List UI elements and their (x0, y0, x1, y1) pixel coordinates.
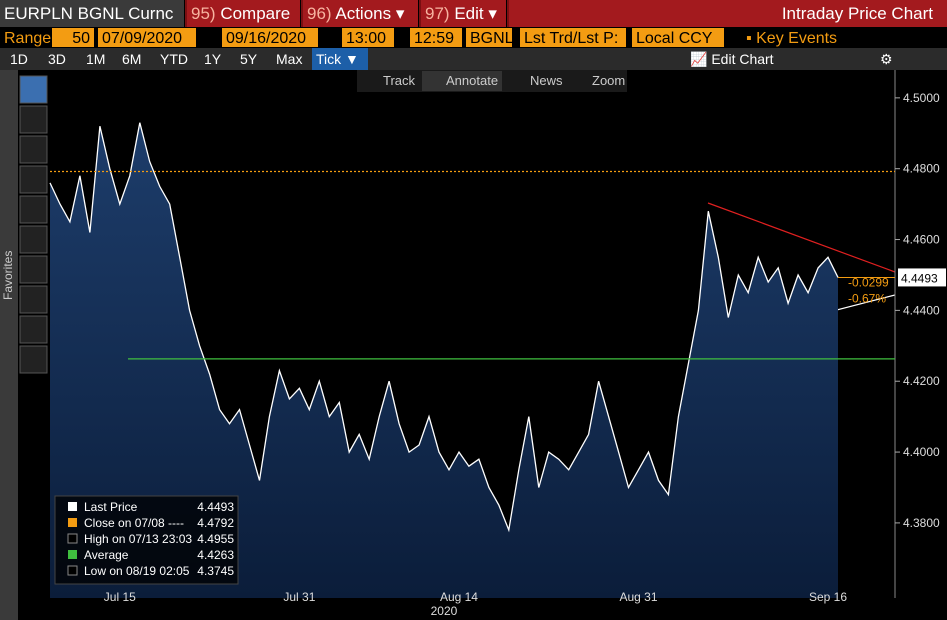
legend-label: Last Price (84, 500, 138, 514)
menu-label: Edit ▾ (454, 4, 497, 23)
menu-label: Compare (220, 4, 291, 23)
period-button[interactable]: 3D (48, 51, 66, 67)
change-pct-label: -0.67% (848, 291, 886, 305)
legend-bg (54, 495, 239, 585)
legend-value: 4.4792 (197, 516, 234, 530)
menu-num: 95) (191, 4, 216, 23)
tool-button[interactable]: News (530, 73, 563, 88)
period-bar: 1D 3D 1M 6M YTD 1Y 5Y Max Tick ▼ 📈 Edit Chart ⚙ (0, 48, 947, 70)
x-axis-label: 2020 (431, 604, 458, 618)
tool-button[interactable]: Track (383, 73, 416, 88)
tool-icon[interactable] (19, 165, 48, 194)
settings-bar: Range 50 07/09/2020 09/16/2020 13:00 12:… (0, 27, 947, 48)
tool-icon[interactable] (19, 225, 48, 254)
window-title: Intraday Price Chart (509, 0, 947, 27)
menu-num: 97) (425, 4, 450, 23)
start-date[interactable]: 07/09/2020 (98, 28, 196, 47)
settings-icon[interactable]: ⚙ (880, 51, 893, 67)
y-tick-label: 4.5000 (903, 91, 940, 105)
start-time[interactable]: 13:00 (342, 28, 394, 47)
key-events[interactable]: ▪ Key Events (746, 30, 838, 47)
menu-button[interactable]: 95) Compare (187, 0, 301, 27)
legend-label: Low on 08/19 02:05 (84, 564, 190, 578)
period-button[interactable]: YTD (160, 51, 188, 67)
tool-icon[interactable] (19, 195, 48, 224)
legend-label: High on 07/13 23:03 (84, 532, 192, 546)
x-tick-label: Aug 31 (619, 590, 657, 604)
y-tick-label: 4.4000 (903, 445, 940, 459)
x-tick-label: Sep 16 (809, 590, 847, 604)
field-select[interactable]: Lst Trd/Lst P: (520, 28, 626, 47)
y-tick-label: 4.4800 (903, 162, 940, 176)
tool-icon[interactable] (19, 315, 48, 344)
y-tick-label: 4.4200 (903, 374, 940, 388)
tool-button[interactable]: Zoom (592, 73, 625, 88)
menu-button[interactable]: 96) Actions ▾ (303, 0, 419, 27)
price-line (49, 122, 839, 533)
legend-swatch (68, 518, 77, 527)
price-area (50, 122, 838, 598)
legend-value: 4.4493 (197, 500, 234, 514)
period-button[interactable]: 1D (10, 51, 28, 67)
x-tick-label: Jul 15 (104, 590, 136, 604)
last-price-label: 4.4493 (901, 271, 938, 285)
key-events-label: Key Events (756, 30, 838, 47)
source-field[interactable]: BGNL (466, 28, 514, 47)
chart: Favorites Track Annotate News Zoom 4.3800 4.… (0, 70, 946, 620)
end-date[interactable]: 09/16/2020 (222, 28, 318, 47)
favorites-label: Favorites (1, 251, 15, 300)
title-bar: EURPLN BGNL Curnc 95) Compare 96) Action… (0, 0, 947, 27)
x-tick-label: Jul 31 (283, 590, 315, 604)
menu-num: 96) (307, 4, 332, 23)
currency-select[interactable]: Local CCY (632, 28, 724, 47)
tool-icon[interactable] (19, 255, 48, 284)
y-tick-label: 4.4400 (903, 303, 940, 317)
legend-label: Average (84, 548, 129, 562)
legend-label: Close on 07/08 ---- (84, 516, 184, 530)
legend-swatch (67, 533, 78, 544)
legend-value: 4.4263 (197, 548, 234, 562)
edit-chart-label: Edit Chart (711, 51, 774, 67)
ticker-field[interactable]: EURPLN BGNL Curnc (0, 0, 185, 27)
legend-value: 4.4955 (197, 532, 234, 546)
range-field[interactable]: 50 (52, 28, 94, 47)
chart-tools: Track Annotate News Zoom (357, 70, 627, 92)
tick-mode[interactable]: Tick ▼ (312, 48, 368, 70)
legend-swatch (68, 550, 77, 559)
legend-value: 4.3745 (197, 564, 234, 578)
drawing-tools (19, 75, 48, 374)
side-strip (0, 70, 18, 620)
last-price-box (898, 268, 946, 287)
period-button[interactable]: 1Y (204, 51, 222, 67)
range-label: Range (4, 30, 52, 47)
period-button[interactable]: 5Y (240, 51, 258, 67)
tool-button[interactable]: Annotate (446, 73, 498, 88)
legend: Last Price 4.4493 Close on 07/08 ---- 4.479… (54, 495, 239, 585)
end-time[interactable]: 12:59 (410, 28, 462, 47)
trend-line (707, 202, 896, 273)
period-button[interactable]: 1M (86, 51, 106, 67)
tool-active (422, 71, 502, 91)
tool-icon[interactable] (19, 135, 48, 164)
legend-swatch (68, 502, 77, 511)
x-tick-label: Aug 14 (440, 590, 478, 604)
tool-icon[interactable] (19, 105, 48, 134)
tool-icon[interactable] (19, 345, 48, 374)
legend-swatch (67, 565, 78, 576)
change-label: -0.0299 (848, 275, 889, 289)
y-tick-label: 4.3800 (903, 516, 940, 530)
period-button[interactable]: Max (276, 51, 303, 67)
tool-icon[interactable] (19, 75, 48, 104)
tool-icon[interactable] (19, 285, 48, 314)
menu-label: Actions ▾ (335, 4, 405, 23)
edit-chart[interactable]: 📈 Edit Chart (690, 51, 774, 67)
y-tick-label: 4.4600 (903, 233, 940, 247)
menu-button[interactable]: 97) Edit ▾ (421, 0, 507, 27)
period-button[interactable]: 6M (122, 51, 142, 67)
